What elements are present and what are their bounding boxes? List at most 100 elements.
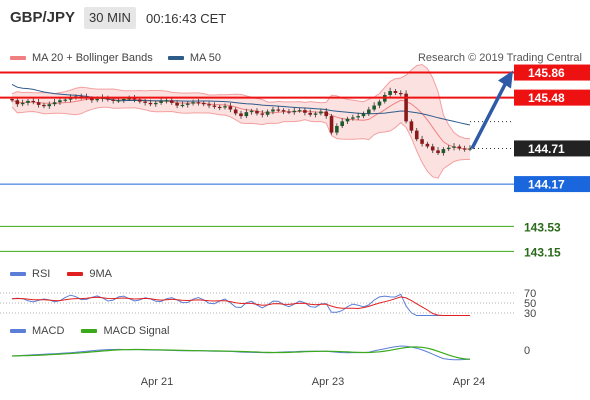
candle-body [398, 93, 403, 95]
price-level-label-0: 145.86 [528, 66, 565, 80]
candle-body [95, 98, 100, 101]
candle-body [303, 110, 307, 113]
candle-body [297, 110, 302, 112]
candle-body [223, 106, 227, 108]
candle-body [52, 102, 57, 105]
candle-body [361, 113, 366, 117]
rsi-tick-label-30: 30 [524, 308, 536, 320]
candle-body [287, 111, 291, 113]
bollinger-lower-line [11, 106, 471, 179]
candle-body [239, 113, 243, 117]
candle-body [153, 102, 158, 105]
candle-body [36, 102, 41, 105]
price-level-label-3: 144.17 [528, 178, 565, 192]
candle-body [249, 110, 254, 113]
bollinger-upper-line [11, 63, 471, 140]
candle-body [143, 101, 147, 103]
candle-body [308, 112, 313, 115]
candle-body [425, 143, 430, 147]
legend-swatch-macd-signal [81, 329, 98, 334]
symbol-title: GBP/JPY [10, 9, 76, 26]
candle-body [409, 121, 414, 131]
candle-body [446, 147, 451, 150]
candle-body [340, 121, 344, 126]
price-level-label-1: 145.48 [528, 91, 565, 105]
candle-body [276, 109, 281, 111]
candle-body [367, 109, 371, 114]
legend-main: MA 20 + Bollinger Bands MA 50 [10, 52, 221, 64]
candle-body [462, 148, 467, 150]
candle-body [372, 105, 376, 110]
macd-tick-label-0: 0 [524, 345, 530, 357]
candle-body [58, 100, 62, 103]
legend-rsi: RSI 9MA [10, 268, 112, 280]
price-level-label-2: 144.71 [528, 142, 565, 156]
candle-body [329, 116, 334, 133]
candle-body [127, 98, 131, 100]
candle-body [116, 100, 121, 102]
legend-macd: MACD MACD Signal [10, 325, 169, 337]
candle-body [319, 111, 323, 114]
macd-signal-line [11, 346, 471, 360]
candle-body [169, 100, 174, 103]
candle-body [31, 100, 36, 103]
candle-body [10, 98, 14, 101]
candle-body [457, 146, 462, 149]
candle-body [441, 149, 446, 154]
candle-body [47, 104, 52, 107]
candle-body [175, 102, 179, 106]
legend-9ma-item: 9MA [67, 268, 112, 280]
candle-body [255, 110, 259, 114]
candle-body [420, 139, 424, 144]
legend-rsi-label: RSI [32, 268, 51, 280]
clock-readout: 00:16:43 CET [146, 11, 227, 26]
candle-body [388, 91, 392, 95]
candle-body [324, 111, 329, 117]
candle-body [122, 98, 126, 101]
candle-body [185, 103, 190, 105]
candle-body [180, 104, 185, 107]
legend-ma50-label: MA 50 [189, 52, 222, 64]
legend-ma20-bollinger: MA 20 + Bollinger Bands [10, 52, 153, 64]
legend-9ma-label: 9MA [89, 268, 113, 280]
candle-body [265, 111, 270, 115]
candle-body [292, 110, 297, 113]
candle-body [164, 100, 169, 102]
x-tick-label-1: Apr 23 [312, 376, 344, 388]
price-level-tag-1 [514, 89, 590, 106]
candle-body [111, 99, 115, 101]
candle-body [233, 109, 238, 114]
projection-arrow-shaft [470, 81, 508, 150]
candle-body [207, 104, 211, 106]
candle-body [138, 99, 142, 102]
candle-body [212, 105, 217, 107]
candle-body [196, 102, 201, 104]
candles [10, 87, 472, 156]
legend-swatch-ma50 [167, 56, 184, 61]
rsi-line [11, 293, 470, 316]
rsi-tick-label-70: 70 [524, 288, 536, 300]
price-level-label-4: 143.53 [524, 220, 561, 234]
price-level-label-5: 143.15 [524, 245, 561, 259]
price-level-tag-2 [514, 140, 590, 157]
candle-body [468, 148, 472, 150]
candle-body [191, 102, 195, 104]
legend-swatch-9ma [67, 272, 84, 277]
projection-arrow-head [498, 70, 513, 89]
candle-body [42, 104, 46, 107]
candle-body [159, 100, 163, 103]
ma20-line [11, 97, 471, 150]
candle-body [345, 118, 350, 122]
legend-swatch-macd [10, 329, 26, 334]
legend-rsi-item: RSI [10, 268, 50, 280]
chart-header: GBP/JPY 30 MIN 00:16:43 CET [0, 0, 590, 36]
candle-body [436, 150, 440, 154]
timeframe-selector[interactable]: 30 MIN [84, 7, 136, 29]
legend-swatch-ma20 [10, 56, 26, 61]
x-tick-label-0: Apr 21 [141, 376, 173, 388]
candle-body [20, 102, 25, 105]
candle-body [244, 112, 249, 117]
legend-macd-signal-label: MACD Signal [103, 325, 170, 337]
candle-body [313, 113, 318, 115]
